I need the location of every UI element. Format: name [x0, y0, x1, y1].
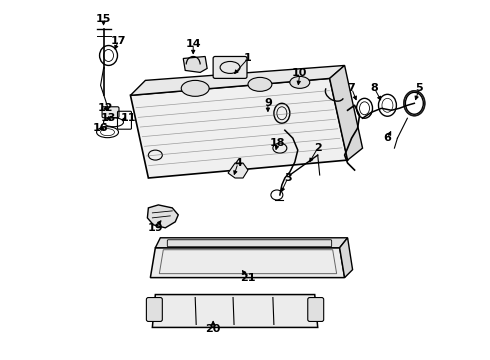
Text: 18: 18	[270, 138, 286, 148]
Polygon shape	[150, 248, 344, 278]
Text: 20: 20	[205, 324, 221, 334]
FancyBboxPatch shape	[147, 298, 162, 321]
Text: 19: 19	[147, 223, 163, 233]
FancyBboxPatch shape	[102, 107, 119, 118]
Text: 7: 7	[348, 84, 355, 93]
Text: 13: 13	[101, 113, 116, 123]
Text: 9: 9	[264, 98, 272, 108]
Text: 11: 11	[121, 113, 136, 123]
Text: 15: 15	[96, 14, 111, 24]
Polygon shape	[228, 163, 248, 178]
Polygon shape	[130, 66, 344, 95]
Polygon shape	[152, 294, 318, 328]
Text: 6: 6	[384, 133, 392, 143]
FancyBboxPatch shape	[213, 57, 247, 78]
Ellipse shape	[290, 76, 310, 88]
Ellipse shape	[181, 80, 209, 96]
Ellipse shape	[248, 77, 272, 91]
Polygon shape	[147, 205, 178, 228]
Text: 10: 10	[292, 68, 308, 78]
Polygon shape	[340, 238, 353, 278]
Text: 21: 21	[240, 273, 256, 283]
Text: 14: 14	[185, 39, 201, 49]
Text: 1: 1	[244, 54, 252, 63]
Text: 8: 8	[370, 84, 378, 93]
Polygon shape	[155, 238, 347, 248]
Text: 12: 12	[98, 103, 113, 113]
Text: 17: 17	[111, 36, 126, 46]
Polygon shape	[130, 78, 347, 178]
Text: 3: 3	[284, 173, 292, 183]
Text: 2: 2	[314, 143, 321, 153]
FancyBboxPatch shape	[308, 298, 324, 321]
Polygon shape	[330, 66, 363, 160]
Text: 5: 5	[416, 84, 423, 93]
Polygon shape	[183, 57, 207, 72]
Text: 16: 16	[93, 123, 108, 133]
Text: 4: 4	[234, 158, 242, 168]
